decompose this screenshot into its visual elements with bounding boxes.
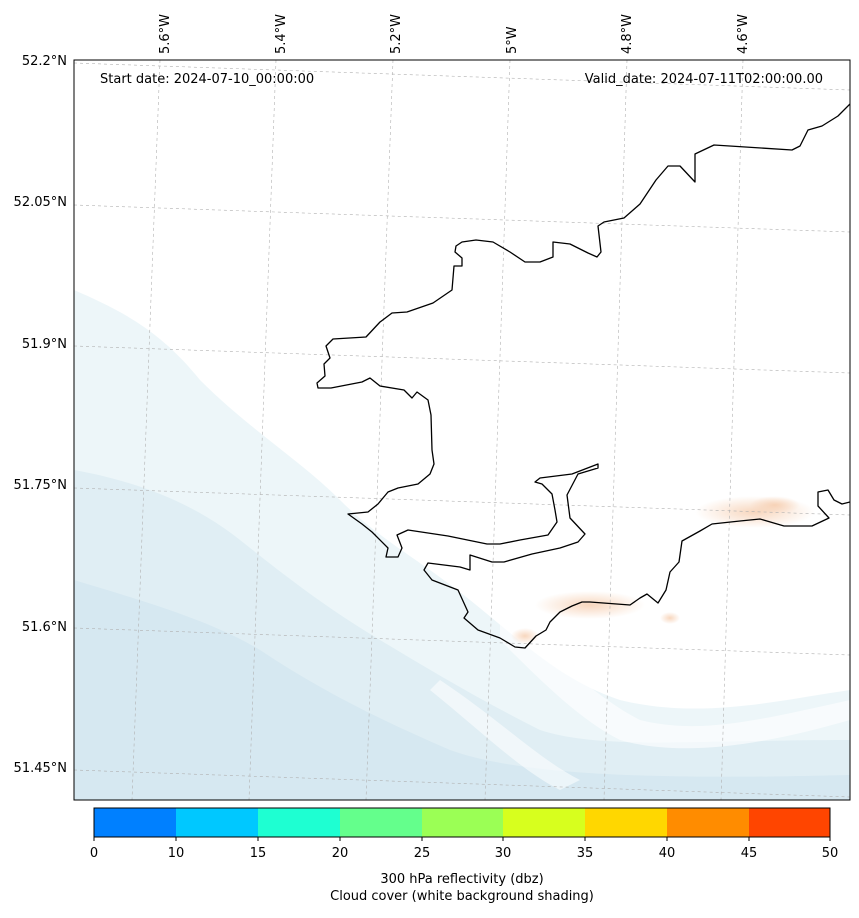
colorbar-segment (667, 808, 749, 837)
colorbar-label-line2: Cloud cover (white background shading) (330, 889, 594, 904)
coastline (316, 103, 850, 649)
map-frame (73, 59, 851, 801)
colorbar-segment (176, 808, 258, 837)
colorbar-tick-label: 50 (822, 846, 839, 861)
lon-label: 5.4°W (274, 14, 289, 54)
colorbar-tick-label: 0 (90, 846, 98, 861)
colorbar-frame (93, 807, 831, 838)
colorbar-tick-label: 10 (168, 846, 185, 861)
lat-label: 51.6°N (22, 620, 67, 635)
colorbar-tick-label: 20 (332, 846, 349, 861)
lat-label: 52.2°N (22, 54, 67, 69)
lat-label: 51.9°N (22, 337, 67, 352)
colorbar-segment (749, 808, 830, 837)
colorbar-segment (422, 808, 503, 837)
lon-label: 5°W (505, 26, 520, 54)
colorbar-tick-label: 25 (414, 846, 431, 861)
reflectivity-patches (511, 496, 815, 644)
valid-date-label: Valid_date: 2024-07-11T02:00:00.00 (585, 72, 823, 87)
colorbar-segment (503, 808, 585, 837)
colorbar-tick-label: 15 (250, 846, 267, 861)
colorbar-tick-label: 30 (495, 846, 512, 861)
start-date-label: Start date: 2024-07-10_00:00:00 (100, 72, 314, 87)
lat-label: 51.75°N (14, 478, 67, 493)
lat-label: 52.05°N (14, 195, 67, 210)
lon-label: 5.2°W (389, 14, 404, 54)
cloud-cover-shading (74, 290, 850, 800)
colorbar-segment (94, 808, 176, 837)
colorbar-label-line1: 300 hPa reflectivity (dbz) (380, 872, 543, 887)
colorbar-tick-label: 45 (741, 846, 758, 861)
lon-label: 5.6°W (158, 14, 173, 54)
colorbar: 0 10 15 20 25 30 35 40 45 50 300 hPa ref… (90, 807, 839, 904)
colorbar-segment (340, 808, 422, 837)
colorbar-segment (258, 808, 340, 837)
colorbar-tick-label: 35 (577, 846, 594, 861)
lat-label: 51.45°N (14, 761, 67, 776)
colorbar-tick-label: 40 (659, 846, 676, 861)
colorbar-segment (585, 808, 667, 837)
lon-label: 4.8°W (620, 14, 635, 54)
lon-label: 4.6°W (736, 14, 751, 54)
